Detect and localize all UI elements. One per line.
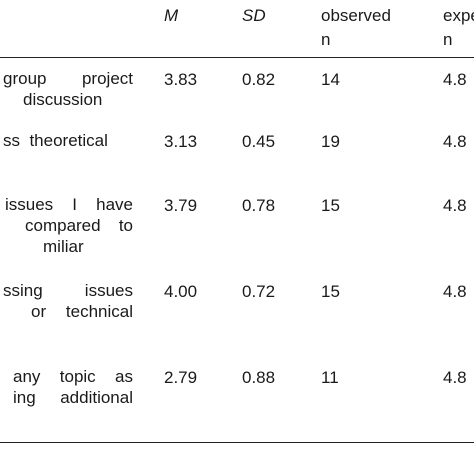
header-rule [0, 57, 474, 59]
table-cell-sd: 0.78 [242, 196, 276, 215]
column-header-m: M [164, 6, 179, 25]
item-text-line: ss theoretical [3, 131, 108, 150]
column-header-observed: observed [321, 6, 391, 25]
table-cell-m: 3.13 [164, 132, 198, 151]
table-cell-expected: 4.8 [443, 196, 467, 215]
table-cell-sd: 0.45 [242, 132, 276, 151]
item-text-line: ssing issues [3, 281, 133, 300]
column-header-observed-n: n [321, 30, 331, 49]
table-cell-observed: 11 [321, 368, 339, 387]
item-text-line: any topic as [13, 367, 133, 386]
table-row-item: ss theoretical [3, 130, 133, 151]
item-text-line: discussion [23, 90, 103, 109]
bottom-rule [0, 442, 474, 444]
table-row-item: issues I have compared to miliar [5, 194, 133, 257]
table-cell-m: 2.79 [164, 368, 198, 387]
table-cell-sd: 0.88 [242, 368, 276, 387]
table-row-item: ssing issues or technical [3, 280, 133, 322]
table-cell-expected: 4.8 [443, 132, 467, 151]
item-text-line: or technical [31, 302, 133, 321]
item-text-line: miliar [43, 237, 84, 256]
column-header-expected-n: n [443, 30, 453, 49]
table-cell-expected: 4.8 [443, 70, 467, 89]
item-text-line: issues I have [5, 195, 133, 214]
table-cell-observed: 15 [321, 282, 340, 301]
table-cell-expected: 4.8 [443, 368, 467, 387]
table-cell-m: 3.79 [164, 196, 198, 215]
table-cell-observed: 14 [321, 70, 340, 89]
table-cell-sd: 0.82 [242, 70, 276, 89]
table-row-item: any topic as ing additional [13, 366, 133, 408]
item-text-line: compared to [25, 216, 133, 235]
table-cell-sd: 0.72 [242, 282, 276, 301]
item-text-line: ing additional [13, 388, 133, 407]
column-header-expected: expe [443, 6, 474, 25]
table-cell-m: 3.83 [164, 70, 198, 89]
item-text-line: group project [3, 69, 133, 88]
table-cell-observed: 19 [321, 132, 340, 151]
table-cell-expected: 4.8 [443, 282, 467, 301]
table-cell-m: 4.00 [164, 282, 198, 301]
table-row-item: group project discussion [3, 68, 133, 110]
table-cell-observed: 15 [321, 196, 340, 215]
column-header-sd: SD [242, 6, 266, 25]
